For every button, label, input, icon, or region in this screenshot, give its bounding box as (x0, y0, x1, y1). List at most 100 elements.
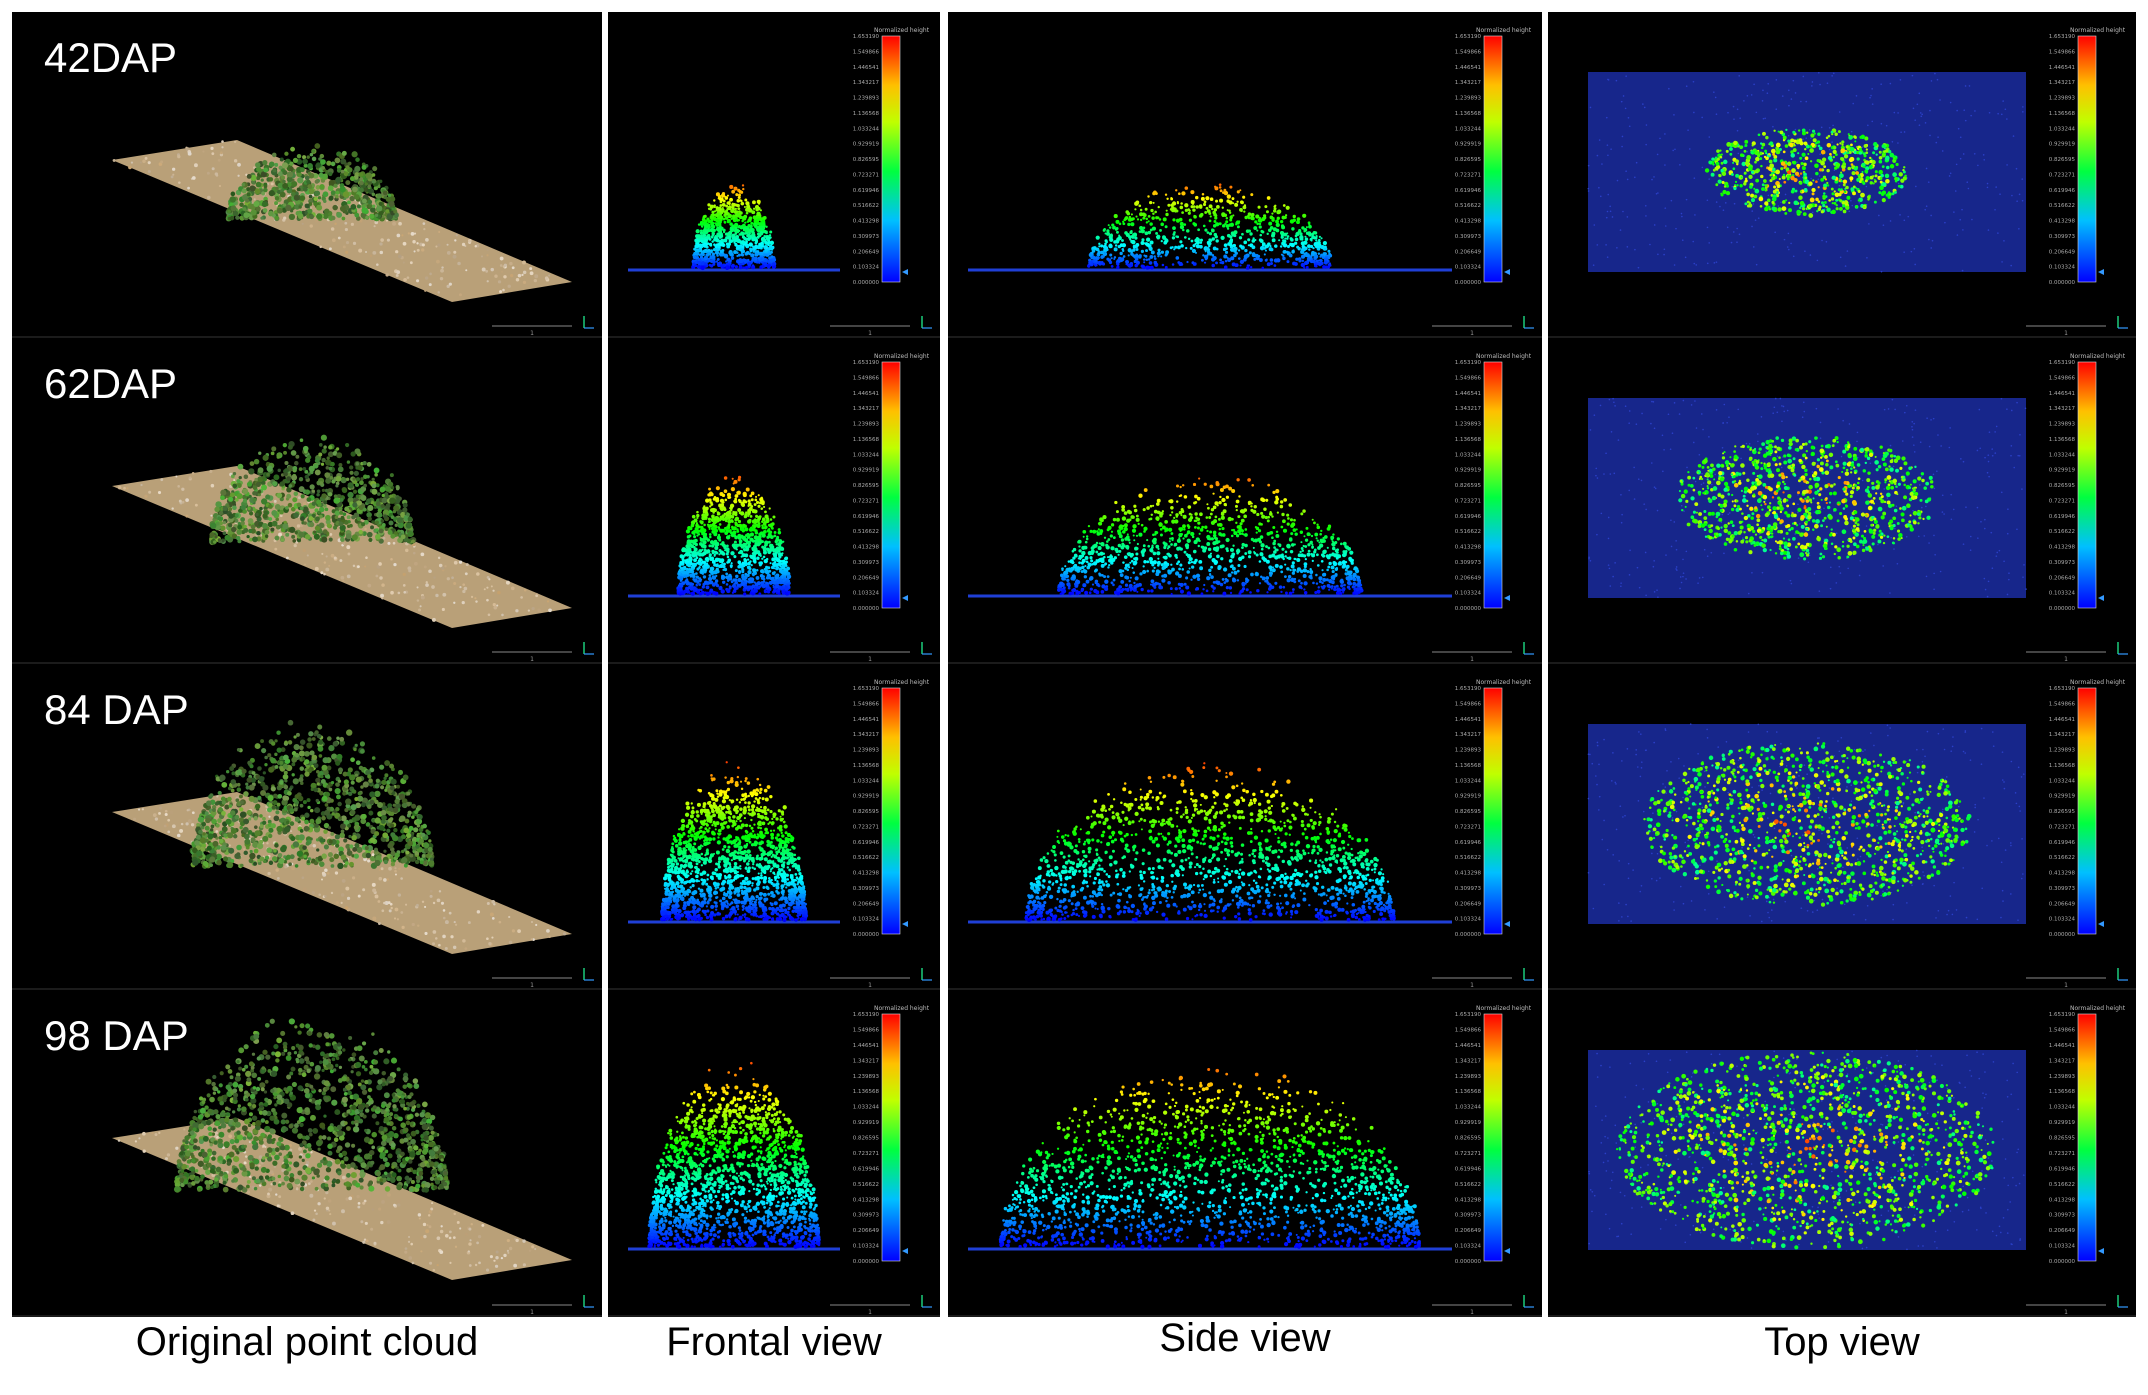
scale-bar: 1 (2026, 651, 2106, 662)
colorbar-tick: 1.239893 (2049, 422, 2076, 428)
axis-triad-icon (921, 1295, 932, 1308)
height-colored-cloud (1588, 1049, 2026, 1251)
height-colored-cloud (968, 1068, 1452, 1251)
colorbar-tick: 0.723271 (2049, 172, 2075, 178)
colorbar-tick: 0.929919 (853, 142, 880, 148)
axis-triad-icon (2117, 1295, 2128, 1308)
axis-triad-icon (921, 642, 932, 655)
colorbar-tick: 1.239893 (1455, 422, 1482, 428)
colorbar-tick: 1.136568 (2049, 111, 2076, 117)
colorbar-tick: 1.033244 (853, 778, 880, 784)
colorbar-tick: 0.826595 (2049, 809, 2076, 815)
colorbar-tick: 0.309973 (2049, 1213, 2076, 1219)
axis-triad-icon (2117, 642, 2128, 655)
colorbar-tick: 0.309973 (1455, 560, 1482, 566)
colorbar-tick: 0.000000 (853, 280, 880, 286)
colorbar-tick: 1.343217 (2049, 80, 2076, 86)
colorbar-tick: 1.549866 (2049, 701, 2076, 707)
colorbar-tick: 0.619946 (1455, 514, 1482, 520)
colorbar-tick: 1.446541 (1455, 391, 1481, 397)
colorbar-tick: 1.239893 (2049, 96, 2076, 102)
colorbar-tick: 0.413298 (1455, 219, 1482, 225)
svg-text:1: 1 (530, 656, 534, 663)
frontal-view-panel: Normalized height 1.653190 1.549866 1.44654… (608, 338, 940, 664)
colorbar-tick: 0.309973 (1455, 1213, 1482, 1219)
colorbar-tick: 1.446541 (2049, 717, 2075, 723)
colorbar-tick: 0.516622 (1455, 203, 1481, 209)
colorbar-tick: 0.619946 (853, 188, 880, 194)
axis-triad-icon (1523, 642, 1534, 655)
colorbar-tick: 1.033244 (1455, 126, 1482, 132)
colorbar-tick: 1.549866 (1455, 701, 1482, 707)
colorbar-tick: 1.446541 (853, 391, 879, 397)
colorbar-tick: 0.103324 (2049, 591, 2076, 597)
colorbar-tick: 0.206649 (853, 901, 880, 907)
colorbar-tick: 1.446541 (2049, 1043, 2075, 1049)
colorbar-tick: 0.723271 (2049, 824, 2075, 830)
colorbar-tick: 0.619946 (853, 514, 880, 520)
colorbar-tick: 0.516622 (2049, 855, 2075, 861)
colorbar-tick: 1.239893 (853, 748, 880, 754)
colorbar-tick: 1.239893 (1455, 748, 1482, 754)
colorbar-tick: 1.343217 (2049, 1058, 2076, 1064)
colorbar-tick: 0.413298 (853, 219, 880, 225)
axis-triad-icon (583, 968, 594, 981)
colorbar-tick: 1.549866 (853, 701, 880, 707)
ground-plane (112, 1118, 572, 1280)
colorbar-tick: 0.413298 (2049, 545, 2076, 551)
scale-bar: 1 (492, 977, 572, 989)
top-view-panel: Normalized height 1.653190 1.549866 1.44654… (1548, 338, 2136, 664)
colorbar-tick: 0.000000 (853, 1259, 880, 1265)
colorbar-tick: 1.033244 (1455, 1105, 1482, 1111)
axis-triad-icon (2117, 968, 2128, 981)
side-view-panel: Normalized height 1.653190 1.549866 1.44654… (948, 338, 1542, 664)
colorbar-title: Normalized height (1476, 679, 1532, 686)
colorbar-tick: 0.000000 (2049, 932, 2076, 938)
colorbar-tick: 0.309973 (853, 560, 880, 566)
svg-text:1: 1 (530, 982, 534, 989)
caption-frontal: Frontal view (608, 1320, 940, 1365)
scale-bar: 1 (492, 1304, 572, 1315)
colorbar-tick: 1.239893 (1455, 1074, 1482, 1080)
colorbar-tick: 1.549866 (1455, 375, 1482, 381)
colorbar-tick: 0.516622 (1455, 855, 1481, 861)
height-colored-cloud (968, 477, 1452, 598)
colorbar-tick: 1.549866 (853, 375, 880, 381)
stage-label: 84 DAP (44, 686, 189, 734)
height-colored-cloud (968, 762, 1452, 924)
colorbar-tick: 1.136568 (1455, 763, 1482, 769)
plant-canopy (209, 434, 417, 546)
colorbar-tick: 0.103324 (1455, 917, 1482, 923)
ground-plane (112, 140, 572, 302)
plant-canopy (189, 719, 435, 870)
colorbar-tick: 1.136568 (1455, 1089, 1482, 1095)
colorbar-tick: 1.446541 (1455, 65, 1481, 71)
caption-top: Top view (1548, 1320, 2136, 1365)
frontal-view-panel: Normalized height 1.653190 1.549866 1.44654… (608, 990, 940, 1317)
colorbar-tick: 0.723271 (2049, 1151, 2075, 1157)
colorbar-tick: 0.413298 (1455, 545, 1482, 551)
colorbar-tick: 1.653190 (2049, 360, 2076, 366)
height-colored-cloud (628, 184, 840, 272)
colorbar-tick: 1.136568 (853, 763, 880, 769)
colorbar-tick: 1.239893 (853, 96, 880, 102)
colorbar-tick: 1.136568 (853, 111, 880, 117)
colorbar-tick: 0.929919 (1455, 794, 1482, 800)
colorbar-tick: 0.206649 (2049, 1228, 2076, 1234)
colorbar-tick: 1.136568 (2049, 763, 2076, 769)
colorbar-tick: 0.413298 (853, 1197, 880, 1203)
colorbar-tick: 0.619946 (2049, 1166, 2076, 1172)
frontal-view-panel: Normalized height 1.653190 1.549866 1.44654… (608, 12, 940, 338)
colorbar-tick: 1.033244 (1455, 778, 1482, 784)
colorbar-tick: 0.103324 (2049, 265, 2076, 271)
colorbar-tick: 1.549866 (2049, 49, 2076, 55)
colorbar-tick: 0.309973 (853, 234, 880, 240)
colorbar-tick: 0.206649 (1455, 575, 1482, 581)
svg-text:1: 1 (530, 330, 534, 337)
